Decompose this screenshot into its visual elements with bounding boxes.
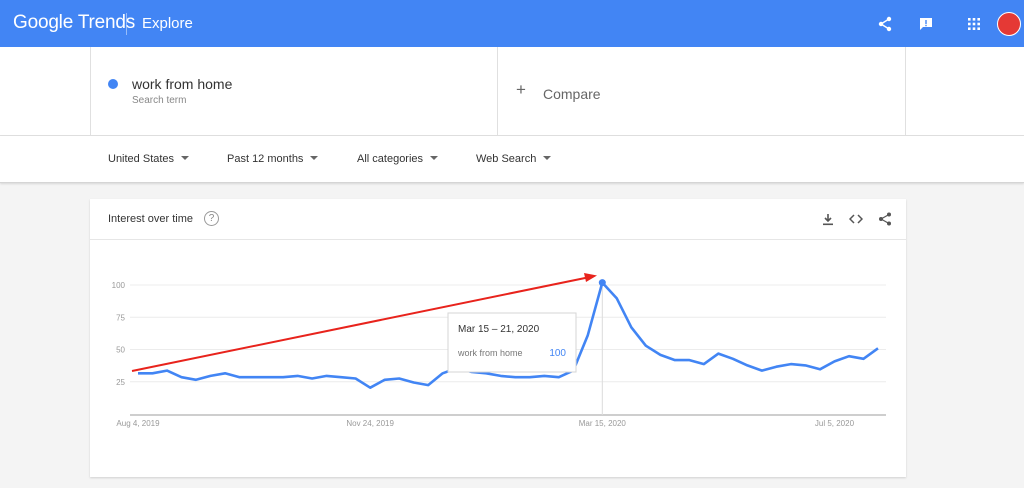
apps-icon[interactable] <box>963 13 985 35</box>
y-tick-label: 50 <box>116 346 125 355</box>
tooltip-date: Mar 15 – 21, 2020 <box>458 324 540 335</box>
search-row: work from home Search term + Compare <box>0 47 1024 136</box>
caret-down-icon <box>543 156 552 160</box>
annotation-arrow-head <box>584 273 597 282</box>
share-icon[interactable] <box>874 13 896 35</box>
feedback-icon[interactable] <box>915 13 937 35</box>
x-tick-label: Jul 5, 2020 <box>815 419 855 428</box>
compare-label: Compare <box>543 86 601 102</box>
card-title: Interest over time <box>108 213 193 225</box>
logo-trends-text: Trends <box>77 12 136 33</box>
caret-down-icon <box>181 156 190 160</box>
top-bar: Google Trends Explore <box>0 0 1024 47</box>
region-label: United States <box>108 153 175 165</box>
embed-icon[interactable] <box>848 211 864 227</box>
term-subtitle: Search term <box>132 95 187 106</box>
y-tick-label: 100 <box>112 281 126 290</box>
source-label: Web Search <box>476 153 537 165</box>
plus-icon: + <box>516 80 526 99</box>
region-dropdown[interactable]: United States <box>108 153 190 165</box>
header-divider <box>126 13 127 35</box>
interest-over-time-card: Interest over time ? 100 75 50 25 Aug 4, 201… <box>90 199 906 477</box>
caret-down-icon <box>430 156 439 160</box>
period-dropdown[interactable]: Past 12 months <box>227 153 319 165</box>
y-tick-label: 75 <box>116 313 125 322</box>
avatar[interactable] <box>997 12 1021 36</box>
period-label: Past 12 months <box>227 153 304 165</box>
x-tick-label: Nov 24, 2019 <box>346 419 394 428</box>
category-label: All categories <box>357 153 424 165</box>
interest-chart[interactable]: 100 75 50 25 Aug 4, 2019 Nov 24, 2019 Mar 15, … <box>90 199 906 477</box>
source-dropdown[interactable]: Web Search <box>476 153 552 165</box>
download-icon[interactable] <box>820 211 836 227</box>
share-icon[interactable] <box>877 211 893 227</box>
series-line-work-from-home[interactable] <box>138 281 879 389</box>
term-name: work from home <box>132 76 233 92</box>
card-header: Interest over time ? <box>90 199 906 240</box>
search-term-box[interactable]: work from home Search term <box>90 47 498 136</box>
compare-button[interactable]: + Compare <box>498 47 906 136</box>
filter-bar: United States Past 12 months All categor… <box>0 136 1024 183</box>
y-tick-label: 25 <box>116 378 125 387</box>
chart-tooltip: Mar 15 – 21, 2020 work from home 100 <box>447 312 577 373</box>
help-icon[interactable]: ? <box>204 211 219 226</box>
explore-title: Explore <box>142 15 193 32</box>
x-tick-label: Mar 15, 2020 <box>579 419 627 428</box>
term-color-dot <box>108 79 118 89</box>
google-trends-logo[interactable]: Google Trends <box>13 12 135 34</box>
data-point[interactable] <box>598 279 606 287</box>
caret-down-icon <box>310 156 319 160</box>
annotation-arrow-line <box>131 276 591 372</box>
x-tick-label: Aug 4, 2019 <box>116 419 160 428</box>
tooltip-box <box>447 312 577 373</box>
category-dropdown[interactable]: All categories <box>357 153 439 165</box>
tooltip-term: work from home <box>457 348 523 358</box>
logo-google-text: Google <box>13 12 74 33</box>
tooltip-value: 100 <box>549 348 566 359</box>
